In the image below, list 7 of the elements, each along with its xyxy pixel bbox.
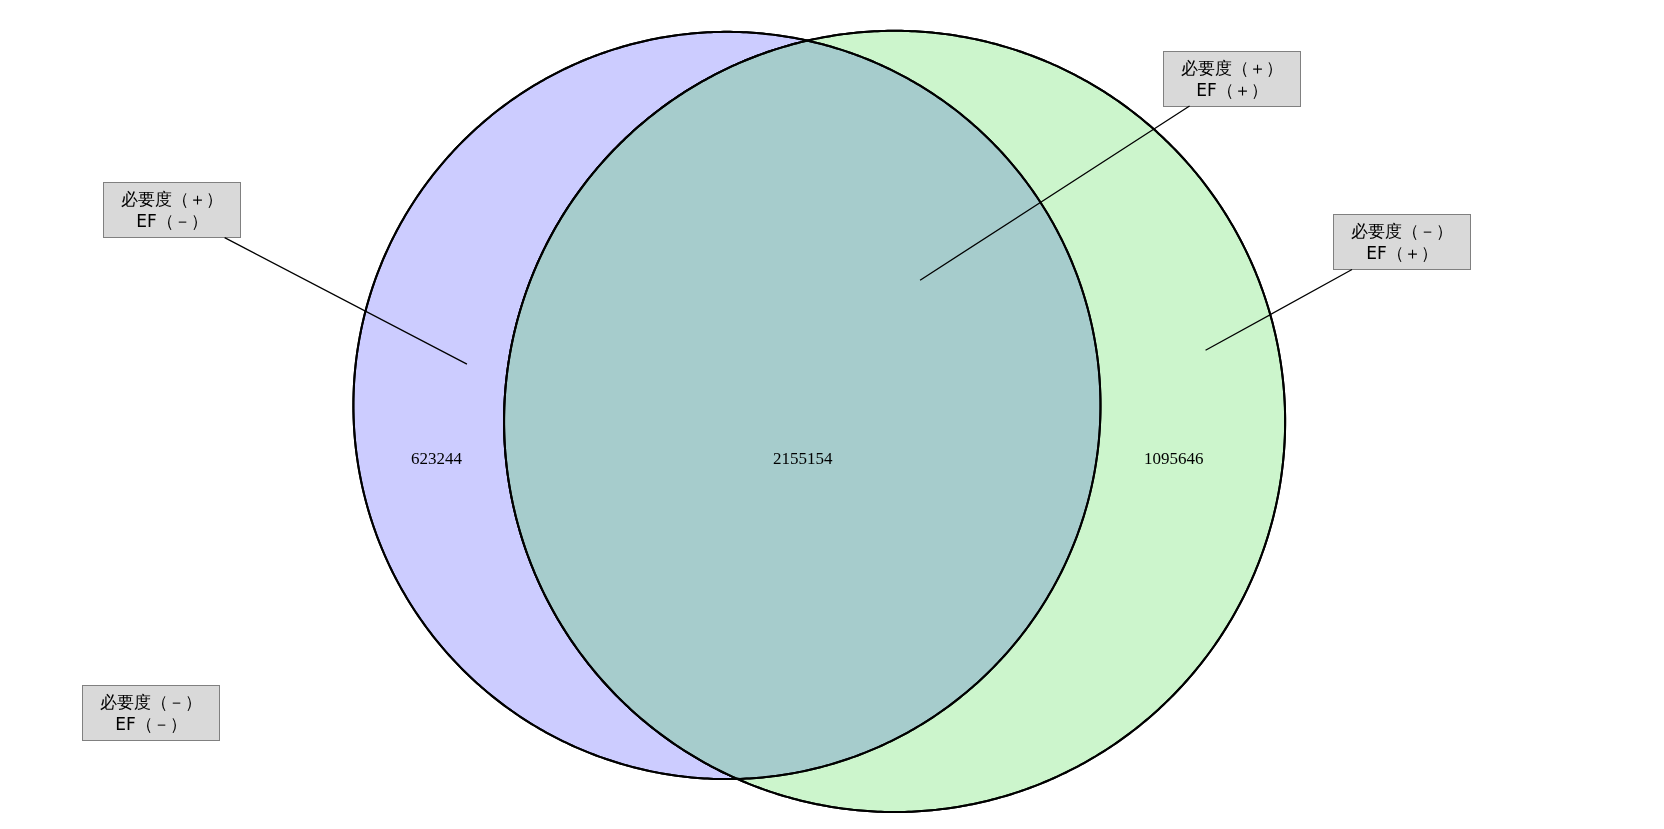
text: 必要度（＋） EF（＋）	[1181, 58, 1283, 101]
data-label: 623244	[411, 449, 463, 468]
data-label: 2155154	[773, 449, 833, 468]
data-label: 1095646	[1144, 449, 1204, 468]
text: 必要度（－） EF（＋）	[1351, 221, 1453, 264]
text: 必要度（＋） EF（－）	[121, 189, 223, 232]
text: 必要度（－） EF（－）	[100, 692, 202, 735]
